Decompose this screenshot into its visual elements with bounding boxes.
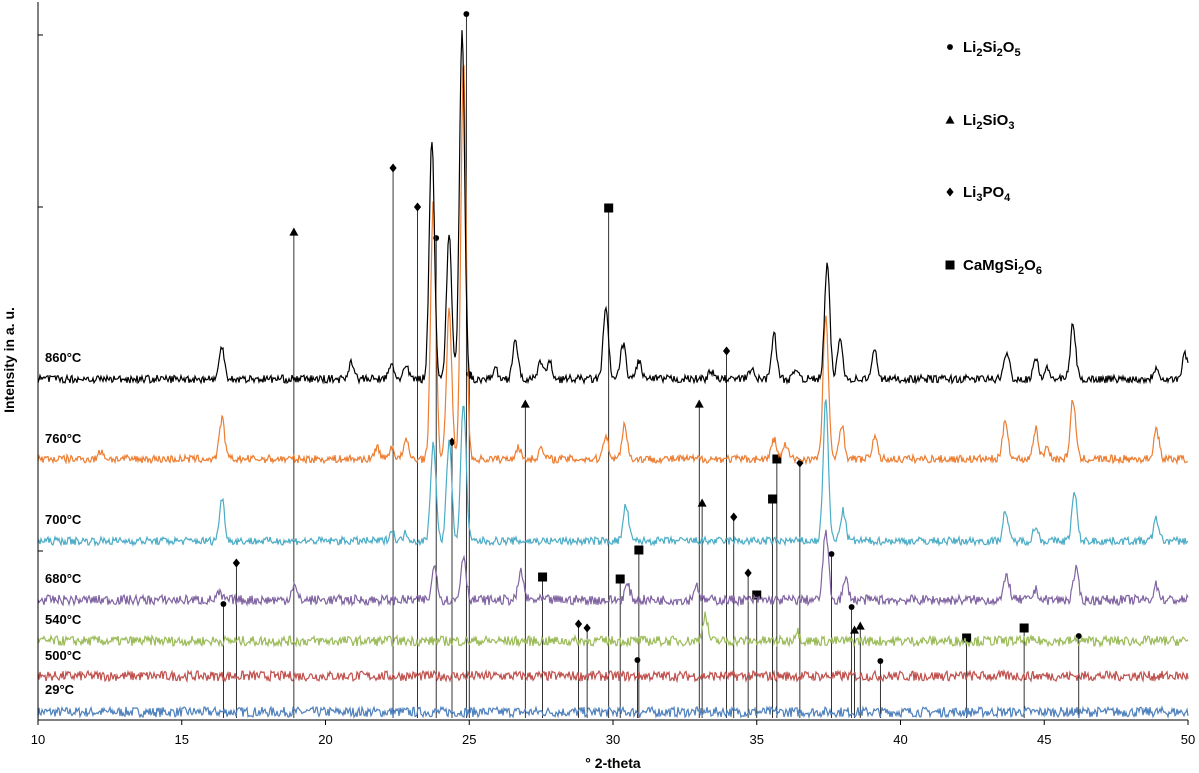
reference-marker bbox=[877, 658, 884, 664]
series-line bbox=[37, 399, 1189, 548]
series-label: 700°C bbox=[45, 512, 82, 527]
x-tick-label: 20 bbox=[318, 732, 332, 747]
x-ticks: 10 15 20 25 30 35 40 45 50 bbox=[31, 720, 1195, 747]
reference-marker bbox=[850, 625, 859, 634]
series-label: 860°C bbox=[45, 350, 82, 365]
reference-marker bbox=[828, 551, 835, 557]
series-line bbox=[37, 529, 1189, 608]
x-tick-label: 15 bbox=[175, 732, 189, 747]
legend-marker bbox=[945, 115, 955, 124]
reference-marker bbox=[744, 568, 752, 578]
reference-marker bbox=[389, 163, 397, 173]
reference-marker bbox=[730, 512, 738, 522]
reference-marker bbox=[538, 572, 548, 582]
legend-marker bbox=[945, 260, 955, 270]
reference-marker bbox=[694, 399, 704, 408]
reference-marker bbox=[962, 633, 972, 643]
series-layer bbox=[37, 30, 1189, 720]
series-label: 500°C bbox=[45, 648, 82, 663]
reference-markers bbox=[220, 11, 1082, 718]
x-tick-label: 35 bbox=[750, 732, 764, 747]
reference-marker bbox=[413, 202, 422, 212]
series-labels: 860°C 760°C 700°C 680°C 540°C 500°C 29°C bbox=[45, 350, 82, 697]
reference-marker bbox=[855, 621, 865, 630]
x-tick-label: 40 bbox=[893, 732, 907, 747]
reference-marker bbox=[574, 619, 583, 629]
x-tick-label: 10 bbox=[31, 732, 45, 747]
axes bbox=[37, 2, 1188, 721]
reference-marker bbox=[634, 657, 641, 663]
series-line bbox=[37, 30, 1189, 385]
reference-marker bbox=[583, 623, 591, 633]
reference-marker bbox=[463, 11, 470, 17]
reference-marker bbox=[232, 558, 240, 568]
legend-label: Li2Si2O5 bbox=[963, 39, 1021, 59]
series-line bbox=[37, 668, 1189, 684]
y-ticks bbox=[38, 34, 43, 552]
reference-marker bbox=[289, 227, 299, 236]
reference-marker bbox=[1019, 623, 1029, 633]
series-label: 760°C bbox=[45, 431, 82, 446]
legend-label: CaMgSi2O6 bbox=[963, 257, 1042, 277]
reference-marker bbox=[634, 545, 644, 555]
reference-marker bbox=[604, 203, 614, 213]
reference-marker bbox=[697, 498, 707, 507]
series-label: 680°C bbox=[45, 571, 82, 586]
reference-marker bbox=[722, 346, 731, 356]
x-tick-label: 30 bbox=[606, 732, 620, 747]
legend-marker bbox=[947, 44, 953, 50]
x-axis-title: ° 2-theta bbox=[585, 755, 641, 771]
y-axis-title: Intensity in a. u. bbox=[1, 307, 17, 413]
legend-label: Li2SiO3 bbox=[963, 112, 1014, 132]
series-line bbox=[37, 704, 1189, 720]
series-line bbox=[37, 64, 1188, 466]
reference-marker bbox=[848, 604, 855, 610]
x-tick-label: 25 bbox=[462, 732, 476, 747]
x-tick-label: 50 bbox=[1181, 732, 1195, 747]
reference-marker bbox=[752, 590, 762, 600]
reference-marker bbox=[768, 494, 778, 504]
reference-marker bbox=[615, 574, 625, 584]
x-tick-label: 45 bbox=[1037, 732, 1051, 747]
series-label: 540°C bbox=[45, 612, 82, 627]
legend: Li2Si2O5 Li2SiO3 Li3PO4 CaMgSi2O6 bbox=[945, 39, 1042, 277]
legend-label: Li3PO4 bbox=[963, 184, 1011, 204]
reference-marker bbox=[772, 454, 782, 464]
reference-marker bbox=[220, 601, 227, 607]
reference-marker bbox=[520, 399, 530, 408]
series-label: 29°C bbox=[45, 682, 75, 697]
series-line bbox=[37, 611, 1189, 649]
legend-marker bbox=[946, 187, 954, 197]
